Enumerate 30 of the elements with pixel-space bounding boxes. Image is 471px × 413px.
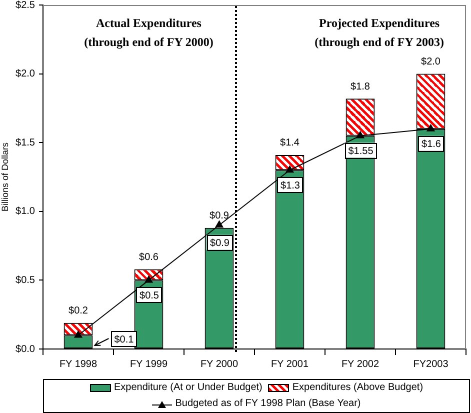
y-tick-label: $2.5 bbox=[16, 0, 36, 11]
legend-label: Expenditure (At or Under Budget) bbox=[114, 381, 262, 395]
data-label: $0.9 bbox=[210, 238, 230, 250]
x-tick-label: FY 1999 bbox=[130, 358, 168, 370]
y-tick-label: $2.0 bbox=[16, 68, 36, 80]
total-label: $0.2 bbox=[68, 306, 88, 317]
y-tick-label: $0.0 bbox=[16, 344, 36, 355]
total-label: $1.4 bbox=[280, 138, 300, 149]
legend-label: Budgeted as of FY 1998 Plan (Base Year) bbox=[175, 397, 361, 411]
x-tick-label: FY 2000 bbox=[200, 358, 238, 370]
x-tick-label: FY2003 bbox=[413, 358, 449, 370]
data-label: $0.1 bbox=[114, 334, 134, 346]
total-label: $1.8 bbox=[350, 81, 370, 92]
data-label: $1.55 bbox=[348, 146, 374, 157]
x-tick-label: FY 2001 bbox=[270, 358, 309, 370]
total-label: $2.0 bbox=[421, 56, 441, 68]
y-tick-label: $0.5 bbox=[16, 274, 36, 286]
x-tick-label: FY 1998 bbox=[59, 358, 98, 370]
data-label: $1.3 bbox=[280, 180, 300, 192]
data-label: $0.5 bbox=[140, 290, 160, 302]
annotation: Actual Expenditures (through end of FY 2000) bbox=[84, 16, 214, 50]
y-axis-title: Billions of Dollars bbox=[0, 142, 10, 212]
x-tick-label: FY 2002 bbox=[341, 358, 380, 370]
annotation: Projected Expenditures (through end of FY 2003) bbox=[314, 16, 444, 50]
y-tick-label: $1.5 bbox=[16, 137, 36, 148]
data-label: $1.6 bbox=[422, 139, 442, 150]
total-label: $0.9 bbox=[210, 210, 230, 222]
legend-label: Expenditures (Above Budget) bbox=[292, 381, 424, 395]
y-tick-label: $1.0 bbox=[16, 206, 36, 218]
total-label: $0.6 bbox=[139, 252, 159, 263]
